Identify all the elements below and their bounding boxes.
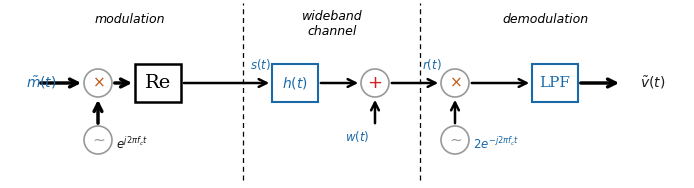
Text: $r(t)$: $r(t)$ <box>422 57 441 72</box>
Text: $2e^{-j2\pi f_c t}$: $2e^{-j2\pi f_c t}$ <box>473 136 519 152</box>
Text: demodulation: demodulation <box>502 13 588 26</box>
Text: $\tilde{m}(t)$: $\tilde{m}(t)$ <box>26 75 56 91</box>
Text: $e^{j2\pi f_c t}$: $e^{j2\pi f_c t}$ <box>116 136 148 152</box>
Text: $h(t)$: $h(t)$ <box>282 75 308 91</box>
Circle shape <box>441 126 469 154</box>
Text: $s(t)$: $s(t)$ <box>250 57 271 72</box>
Text: wideband
channel: wideband channel <box>302 10 362 38</box>
Circle shape <box>84 69 112 97</box>
Text: $w(t)$: $w(t)$ <box>345 129 369 144</box>
Text: $\tilde{v}(t)$: $\tilde{v}(t)$ <box>640 75 666 91</box>
Text: $\times$: $\times$ <box>92 76 104 90</box>
Text: $\sim$: $\sim$ <box>447 133 463 147</box>
Text: Re: Re <box>145 74 171 92</box>
Circle shape <box>84 126 112 154</box>
Text: $\sim$: $\sim$ <box>90 133 106 147</box>
Text: modulation: modulation <box>95 13 165 26</box>
FancyBboxPatch shape <box>135 64 181 102</box>
Circle shape <box>441 69 469 97</box>
Text: $+$: $+$ <box>367 74 382 92</box>
FancyBboxPatch shape <box>272 64 318 102</box>
Text: LPF: LPF <box>539 76 570 90</box>
Circle shape <box>361 69 389 97</box>
Text: $\times$: $\times$ <box>448 76 462 90</box>
FancyBboxPatch shape <box>532 64 578 102</box>
